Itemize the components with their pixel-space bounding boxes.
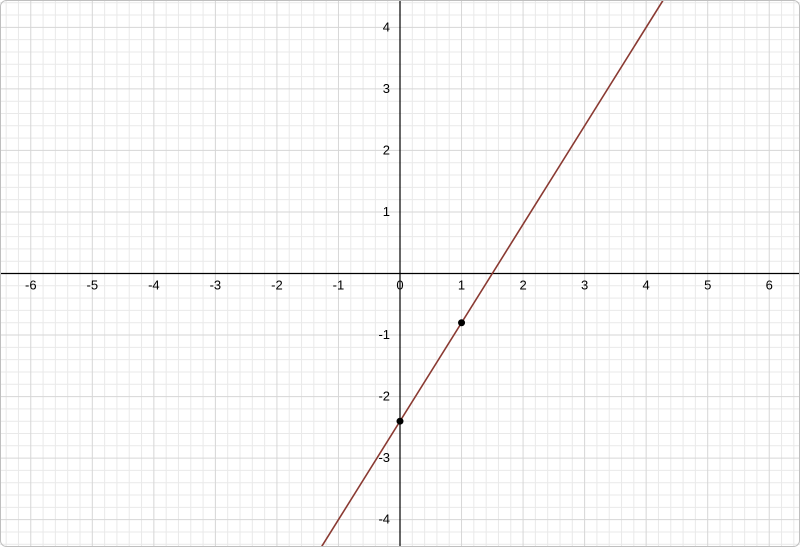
x-tick-label: 0 — [396, 278, 403, 293]
x-tick-label: -6 — [25, 278, 37, 293]
y-tick-label: -2 — [378, 389, 390, 404]
x-tick-label: -2 — [271, 278, 283, 293]
y-tick-label: 3 — [383, 81, 390, 96]
x-tick-label: 1 — [458, 278, 465, 293]
y-tick-label: 2 — [383, 142, 390, 157]
y-tick-label: 4 — [383, 19, 390, 34]
y-tick-label: -1 — [378, 327, 390, 342]
x-tick-label: -4 — [148, 278, 160, 293]
data-point-1 — [458, 319, 465, 326]
x-tick-label: 4 — [643, 278, 650, 293]
x-tick-label: 3 — [581, 278, 588, 293]
x-tick-label: -1 — [333, 278, 345, 293]
coordinate-plane-chart: -6-5-4-3-2-10123456-4-3-2-11234 — [0, 0, 800, 547]
x-tick-label: -3 — [210, 278, 222, 293]
y-tick-label: -4 — [378, 512, 390, 527]
y-tick-label: 1 — [383, 204, 390, 219]
x-tick-label: -5 — [87, 278, 99, 293]
x-tick-label: 2 — [519, 278, 526, 293]
data-point-0 — [397, 418, 404, 425]
x-tick-label: 6 — [766, 278, 773, 293]
x-tick-label: 5 — [704, 278, 711, 293]
